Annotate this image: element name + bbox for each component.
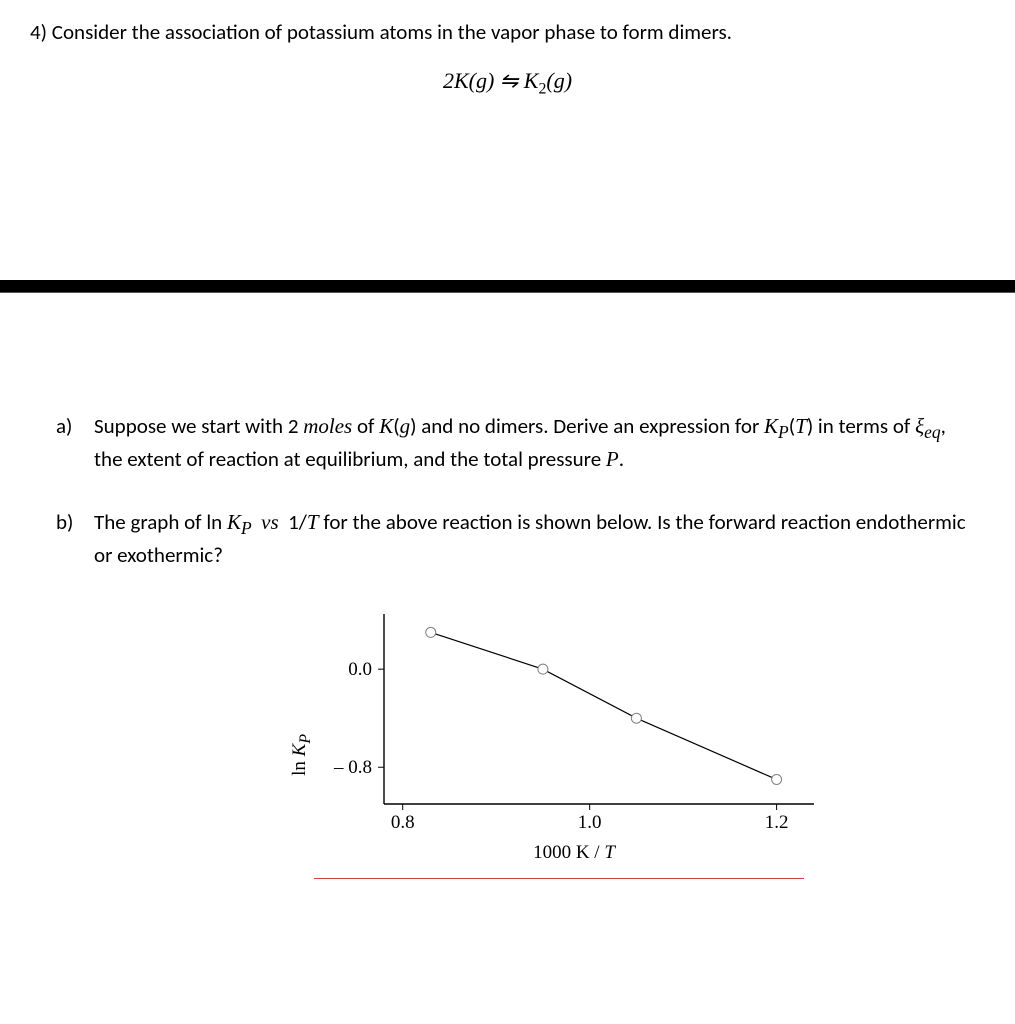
svg-text:1.0: 1.0: [578, 812, 602, 833]
reaction-equation: 2K(g) ⇋ K2(g): [30, 66, 985, 100]
svg-text:– 0.8: – 0.8: [333, 757, 372, 778]
question-block: 4) Consider the association of potassium…: [0, 0, 1015, 100]
chart-ylabel: ln KP: [287, 734, 317, 776]
part-a-label: a): [56, 412, 94, 474]
svg-text:1.2: 1.2: [765, 812, 789, 833]
part-b-text: The graph of ln KP vs 1/T for the above …: [94, 508, 975, 570]
vant-hoff-chart: ln KP 0.0– 0.80.81.01.2 1000 K / T: [314, 604, 834, 864]
red-underline: [314, 878, 804, 879]
svg-text:0.0: 0.0: [348, 659, 372, 680]
part-b-label: b): [56, 508, 94, 570]
chart-svg: 0.0 – 0.8 0.8 1.0 1.2: [314, 604, 834, 834]
question-number: 4): [30, 19, 47, 45]
question-prompt: Consider the association of potassium at…: [52, 19, 732, 45]
horizontal-divider: [0, 280, 1015, 292]
page: 4) Consider the association of potassium…: [0, 0, 1015, 879]
part-a: a) Suppose we start with 2 moles of K(g)…: [56, 412, 975, 474]
svg-text:0.8: 0.8: [391, 812, 415, 833]
part-a-text: Suppose we start with 2 moles of K(g) an…: [94, 412, 975, 474]
part-b: b) The graph of ln KP vs 1/T for the abo…: [56, 508, 975, 570]
parts-block: a) Suppose we start with 2 moles of K(g)…: [0, 292, 1015, 879]
chart-xlabel: 1000 K / T: [314, 840, 834, 867]
